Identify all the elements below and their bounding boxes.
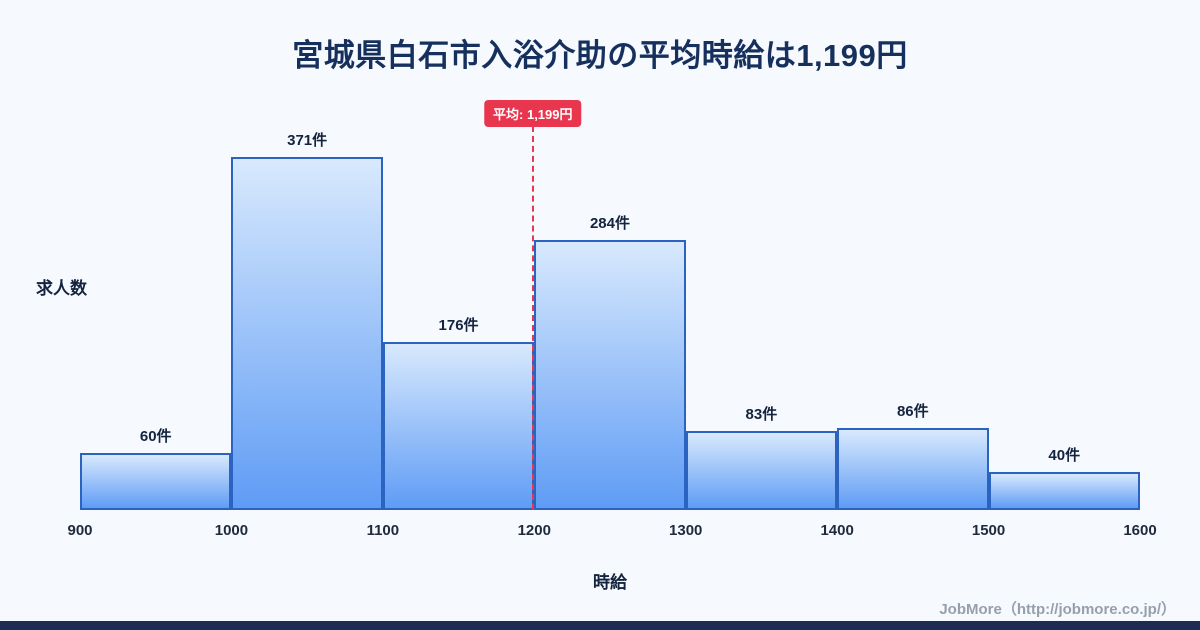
histogram-bar [685,430,838,510]
x-axis-label: 時給 [593,573,627,592]
bar-cell: 284件 [534,110,686,510]
histogram-bar [534,239,686,510]
bar-cell: 83件 [685,110,838,510]
histogram-bar [988,471,1140,510]
x-tick-label: 900 [67,522,93,539]
x-tick-label: 1100 [366,522,400,539]
histogram-bar [231,156,383,510]
bar-value-label: 86件 [896,403,929,421]
x-tick-label: 1600 [1123,522,1157,539]
bar-value-label: 371件 [287,131,328,149]
bar-cell: 86件 [837,110,989,510]
y-axis-label: 求人数 [36,279,87,298]
footer-credit: JobMore（http://jobmore.co.jp/） [939,601,1176,618]
histogram-bar [80,452,232,510]
bottom-accent-bar [0,621,1200,630]
chart-title: 宮城県白石市入浴介助の平均時給は1,199円 [292,38,908,73]
x-tick-label: 1500 [971,522,1006,539]
bar-value-label: 83件 [745,405,778,423]
bar-value-label: 284件 [589,214,630,232]
bar-cell: 40件 [988,110,1140,510]
average-badge: 平均: 1,199円 [484,100,582,127]
x-tick-label: 1400 [820,522,854,539]
histogram-bar [382,342,535,510]
x-tick-label: 1000 [214,522,249,539]
bar-value-label: 40件 [1048,446,1081,464]
bar-cell: 176件 [382,110,535,510]
bar-cell: 60件 [80,110,232,510]
bars-container: 60件 371件 176件 284件 83件 86件 40件 [80,110,1140,510]
x-tick-label: 1200 [517,522,551,539]
average-line [531,126,534,510]
x-tick-label: 1300 [669,522,703,539]
bar-cell: 371件 [231,110,383,510]
histogram-bar [837,428,989,510]
bar-value-label: 60件 [139,427,172,445]
plot-area: 60件 371件 176件 284件 83件 86件 40件 平均: 1,199円 900 1… [67,100,1157,539]
bar-value-label: 176件 [438,317,479,335]
